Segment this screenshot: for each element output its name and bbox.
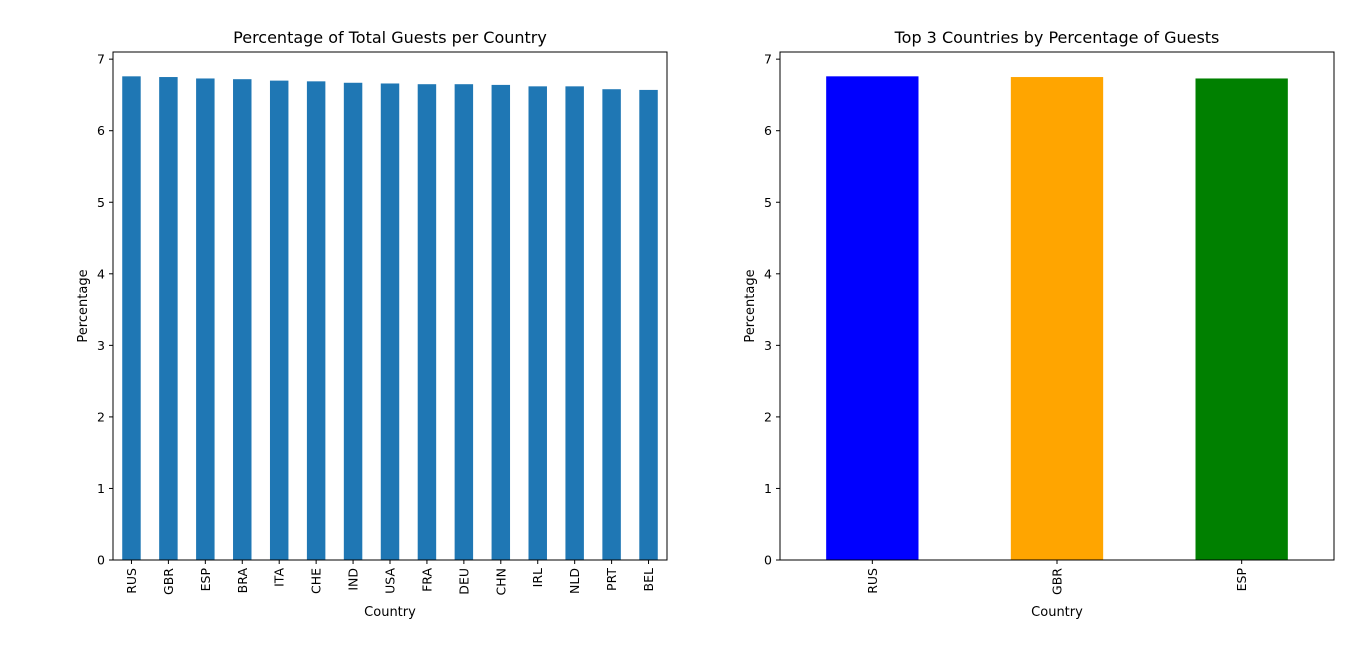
x-tick-label: PRT: [604, 568, 619, 591]
x-tick-label: BRA: [235, 568, 250, 594]
y-tick-label: 2: [97, 409, 105, 424]
y-tick-label: 5: [764, 195, 772, 210]
x-tick-label: GBR: [1050, 568, 1065, 595]
x-tick-label: RUS: [124, 568, 139, 594]
bar-prt: [602, 89, 621, 561]
x-tick-label: CHN: [493, 568, 508, 595]
x-tick-label: DEU: [456, 568, 471, 595]
bar-bra: [233, 79, 252, 560]
bar-esp: [1195, 78, 1288, 560]
bar-ita: [269, 80, 289, 561]
x-tick-label: RUS: [865, 568, 880, 594]
x-axis-label: Country: [1031, 605, 1083, 620]
bar-irl: [528, 86, 547, 560]
bar-deu: [454, 84, 474, 560]
y-tick-label: 3: [764, 338, 772, 353]
x-tick-label: USA: [383, 568, 398, 594]
bar-bel: [639, 89, 658, 561]
x-axis-label: Country: [364, 605, 416, 620]
y-tick-label: 2: [764, 409, 772, 424]
x-tick-label: CHE: [309, 568, 324, 594]
y-tick-label: 1: [764, 481, 772, 496]
y-tick-label: 5: [97, 195, 105, 210]
y-tick-label: 1: [97, 481, 105, 496]
chart-percentage-per-country: Percentage of Total Guests per Country 0…: [76, 28, 668, 620]
bar-gbr: [1010, 77, 1104, 560]
chart-title: Top 3 Countries by Percentage of Guests: [894, 28, 1220, 47]
bar-gbr: [159, 77, 178, 560]
chart-top-3-countries: Top 3 Countries by Percentage of Guests …: [743, 28, 1335, 620]
x-tick-label: ESP: [1234, 568, 1249, 592]
y-tick-label: 0: [97, 553, 105, 568]
x-axis-ticks: RUS GBR ESP BRA ITA CHE IND USA FRA DEU CHN IRL NLD P…: [124, 560, 656, 595]
x-tick-label: BEL: [641, 568, 656, 591]
y-tick-label: 4: [764, 266, 772, 281]
y-tick-label: 6: [97, 123, 105, 138]
bar-esp: [196, 78, 215, 560]
y-tick-label: 4: [97, 266, 105, 281]
chart-title: Percentage of Total Guests per Country: [233, 28, 547, 47]
y-tick-label: 0: [764, 553, 772, 568]
bar-usa: [380, 83, 400, 560]
y-tick-label: 3: [97, 338, 105, 353]
y-axis-label: Percentage: [743, 269, 758, 342]
y-tick-label: 7: [97, 52, 105, 67]
bars-group: [826, 76, 1288, 560]
bar-rus: [122, 76, 141, 560]
y-axis-ticks: 0 1 2 3 4 5 6 7: [764, 52, 780, 568]
bar-che: [306, 81, 326, 560]
x-tick-label: IRL: [530, 568, 545, 587]
y-axis-ticks: 0 1 2 3 4 5 6 7: [97, 52, 113, 568]
bar-chn: [491, 84, 511, 560]
bar-nld: [565, 86, 584, 560]
x-tick-label: ITA: [272, 568, 287, 587]
y-tick-label: 7: [764, 52, 772, 67]
bar-ind: [343, 82, 363, 561]
x-tick-label: IND: [346, 568, 361, 591]
x-tick-label: NLD: [567, 568, 582, 594]
x-tick-label: ESP: [198, 568, 213, 592]
plot-frame: [779, 51, 1335, 561]
plot-frame: [112, 51, 668, 561]
x-axis-ticks: RUS GBR ESP: [865, 560, 1249, 595]
bars-group: [122, 76, 658, 561]
y-tick-label: 6: [764, 123, 772, 138]
bar-fra: [417, 84, 437, 560]
bar-rus: [826, 76, 919, 560]
y-axis-label: Percentage: [76, 269, 91, 342]
x-tick-label: GBR: [161, 568, 176, 595]
x-tick-label: FRA: [419, 568, 434, 592]
